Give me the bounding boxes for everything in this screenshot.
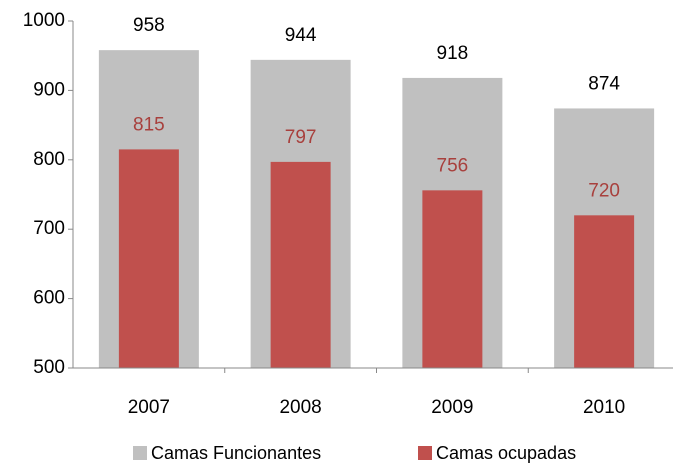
data-label: 918 bbox=[437, 43, 469, 64]
legend-label: Camas Funcionantes bbox=[151, 443, 321, 463]
data-label: 756 bbox=[437, 155, 469, 176]
legend-swatch bbox=[418, 446, 432, 460]
x-tick-label: 2008 bbox=[279, 397, 321, 418]
data-label: 720 bbox=[588, 180, 620, 201]
x-tick-label: 2010 bbox=[583, 397, 625, 418]
x-tick-label: 2007 bbox=[128, 397, 170, 418]
x-tick-label: 2009 bbox=[431, 397, 473, 418]
data-label: 797 bbox=[285, 127, 317, 148]
data-label: 944 bbox=[285, 25, 317, 46]
y-tick-label: 500 bbox=[33, 357, 65, 378]
y-tick-label: 1000 bbox=[23, 10, 65, 31]
data-label: 958 bbox=[133, 15, 165, 36]
y-tick-label: 800 bbox=[33, 149, 65, 170]
bar bbox=[270, 161, 331, 368]
bar bbox=[118, 149, 179, 368]
legend-label: Camas ocupadas bbox=[436, 443, 576, 463]
y-tick-label: 900 bbox=[33, 79, 65, 100]
bar bbox=[422, 190, 483, 368]
y-tick-label: 600 bbox=[33, 288, 65, 309]
y-tick-label: 700 bbox=[33, 218, 65, 239]
bar bbox=[574, 215, 635, 368]
data-label: 874 bbox=[588, 73, 620, 94]
data-label: 815 bbox=[133, 114, 165, 135]
legend-swatch bbox=[133, 446, 147, 460]
